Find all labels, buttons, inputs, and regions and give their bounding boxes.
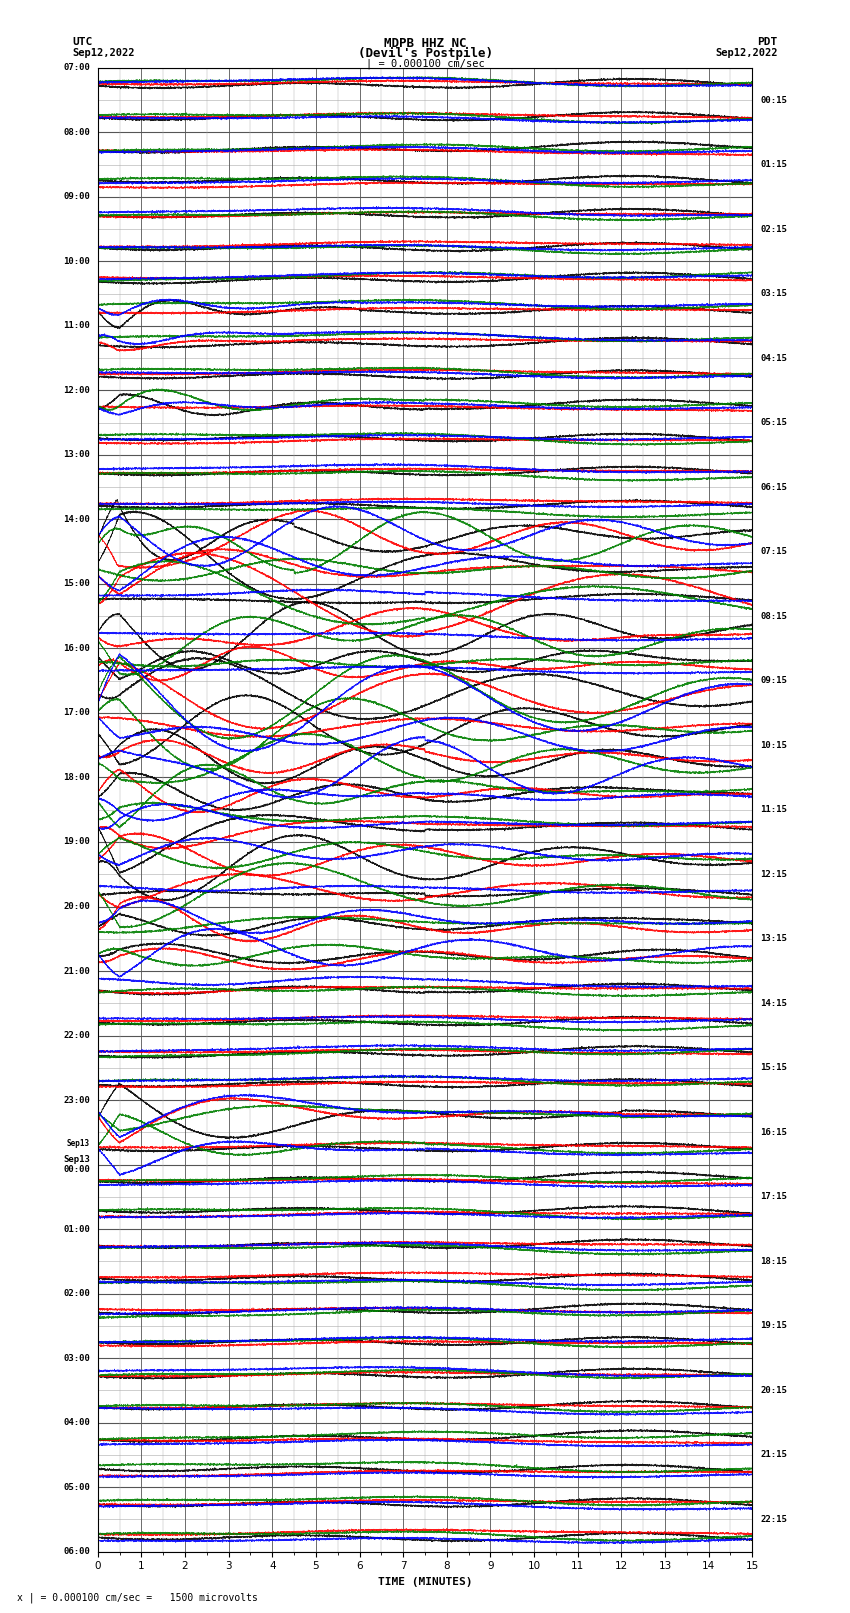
Text: 09:15: 09:15 <box>760 676 787 686</box>
Text: 10:00: 10:00 <box>63 256 90 266</box>
Text: 05:00: 05:00 <box>63 1482 90 1492</box>
Text: 08:00: 08:00 <box>63 127 90 137</box>
Text: Sep13
00:00: Sep13 00:00 <box>63 1155 90 1174</box>
Text: 03:15: 03:15 <box>760 289 787 298</box>
Text: Sep12,2022: Sep12,2022 <box>72 48 135 58</box>
Text: 01:15: 01:15 <box>760 160 787 169</box>
Text: 06:15: 06:15 <box>760 482 787 492</box>
Text: 11:15: 11:15 <box>760 805 787 815</box>
Text: UTC: UTC <box>72 37 93 47</box>
Text: 17:00: 17:00 <box>63 708 90 718</box>
Text: 00:15: 00:15 <box>760 95 787 105</box>
Text: 18:00: 18:00 <box>63 773 90 782</box>
Text: 03:00: 03:00 <box>63 1353 90 1363</box>
Text: x | = 0.000100 cm/sec =   1500 microvolts: x | = 0.000100 cm/sec = 1500 microvolts <box>17 1592 258 1603</box>
Text: 20:15: 20:15 <box>760 1386 787 1395</box>
Text: 22:00: 22:00 <box>63 1031 90 1040</box>
Text: 04:00: 04:00 <box>63 1418 90 1428</box>
Text: 22:15: 22:15 <box>760 1515 787 1524</box>
Text: 15:00: 15:00 <box>63 579 90 589</box>
Text: 14:15: 14:15 <box>760 998 787 1008</box>
Text: 08:15: 08:15 <box>760 611 787 621</box>
Text: 18:15: 18:15 <box>760 1257 787 1266</box>
Text: (Devil's Postpile): (Devil's Postpile) <box>358 47 492 60</box>
Text: 16:15: 16:15 <box>760 1127 787 1137</box>
Text: 15:15: 15:15 <box>760 1063 787 1073</box>
Text: 10:15: 10:15 <box>760 740 787 750</box>
Text: 12:15: 12:15 <box>760 869 787 879</box>
Text: 02:15: 02:15 <box>760 224 787 234</box>
Text: 01:00: 01:00 <box>63 1224 90 1234</box>
Text: Sep12,2022: Sep12,2022 <box>715 48 778 58</box>
Text: 13:00: 13:00 <box>63 450 90 460</box>
Text: 07:15: 07:15 <box>760 547 787 556</box>
Text: Sep13: Sep13 <box>67 1139 90 1148</box>
Text: 13:15: 13:15 <box>760 934 787 944</box>
Text: PDT: PDT <box>757 37 778 47</box>
Text: 09:00: 09:00 <box>63 192 90 202</box>
Text: | = 0.000100 cm/sec: | = 0.000100 cm/sec <box>366 58 484 69</box>
Text: 07:00: 07:00 <box>63 63 90 73</box>
Text: 14:00: 14:00 <box>63 515 90 524</box>
X-axis label: TIME (MINUTES): TIME (MINUTES) <box>377 1578 473 1587</box>
Text: 19:15: 19:15 <box>760 1321 787 1331</box>
Text: 19:00: 19:00 <box>63 837 90 847</box>
Text: 11:00: 11:00 <box>63 321 90 331</box>
Text: 23:00: 23:00 <box>63 1095 90 1105</box>
Text: 02:00: 02:00 <box>63 1289 90 1298</box>
Text: 21:00: 21:00 <box>63 966 90 976</box>
Text: 21:15: 21:15 <box>760 1450 787 1460</box>
Text: 17:15: 17:15 <box>760 1192 787 1202</box>
Text: 04:15: 04:15 <box>760 353 787 363</box>
Text: MDPB HHZ NC: MDPB HHZ NC <box>383 37 467 50</box>
Text: 16:00: 16:00 <box>63 644 90 653</box>
Text: 06:00: 06:00 <box>63 1547 90 1557</box>
Text: 05:15: 05:15 <box>760 418 787 427</box>
Text: 12:00: 12:00 <box>63 386 90 395</box>
Text: 20:00: 20:00 <box>63 902 90 911</box>
